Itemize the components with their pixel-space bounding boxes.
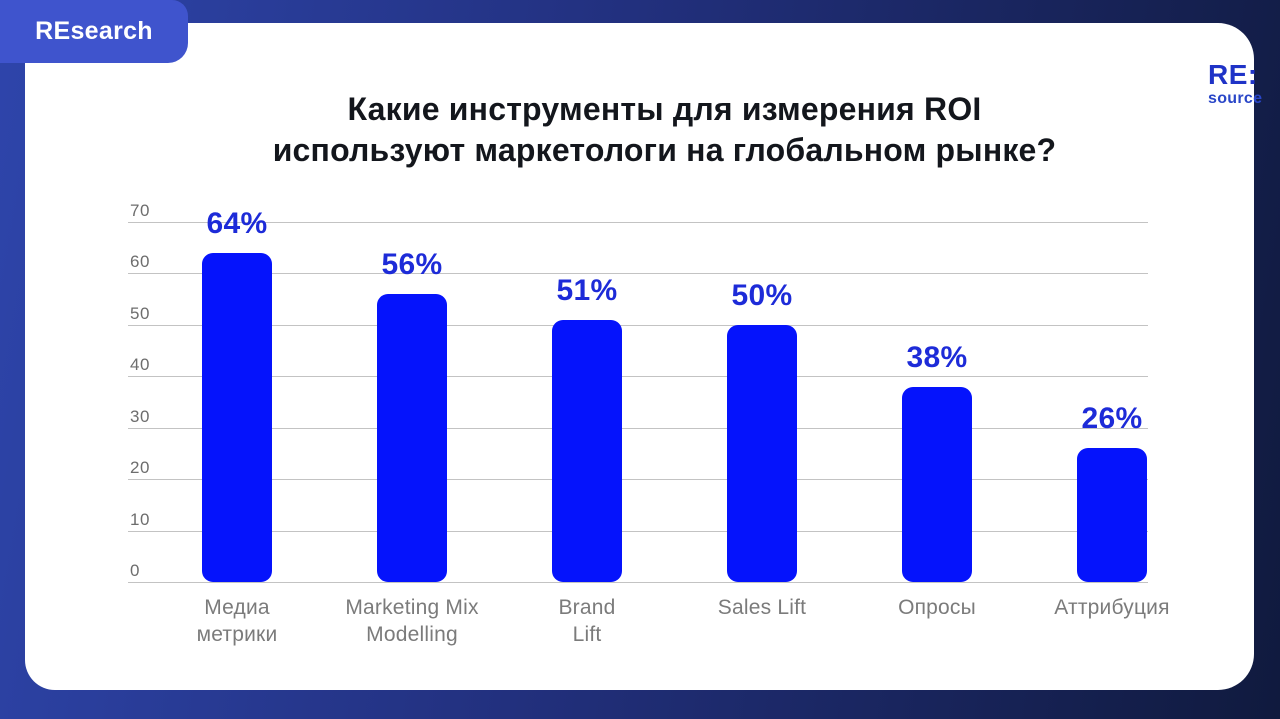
gridline-0: [128, 582, 1148, 583]
category-label-5: Опросы: [898, 596, 976, 619]
gridline-10: [128, 530, 1148, 532]
y-axis-tick-0: 0: [130, 561, 140, 580]
y-axis-tick-50: 50: [130, 303, 150, 323]
bar-value-label-3: 51%: [556, 273, 618, 307]
bar-1: [202, 252, 272, 582]
y-axis-tick-20: 20: [130, 458, 150, 478]
research-badge-label: REsearch: [35, 17, 153, 45]
bar-5: [902, 386, 972, 582]
resource-logo: RE: source: [1208, 61, 1262, 107]
category-label-4: Sales Lift: [717, 596, 807, 619]
research-badge: REsearch: [0, 0, 188, 63]
bar-value-label-1: 64%: [206, 206, 268, 240]
y-axis-tick-10: 10: [130, 509, 150, 529]
gridline-50: [128, 324, 1148, 326]
gridline-70: [128, 222, 1148, 223]
y-axis-tick-60: 60: [130, 252, 150, 272]
gridline-30: [128, 427, 1148, 429]
chart-title: Какие инструменты для измерения ROI испо…: [50, 89, 1279, 171]
bar-4: [727, 324, 797, 582]
bar-value-label-5: 38%: [906, 340, 968, 374]
gridline-20: [128, 479, 1148, 481]
resource-logo-subtext: source: [1208, 90, 1263, 107]
y-axis-tick-70: 70: [130, 201, 150, 220]
bar-2: [377, 294, 447, 582]
bar-6: [1077, 448, 1147, 582]
bar-value-label-4: 50%: [731, 278, 793, 312]
bar-value-label-2: 56%: [381, 248, 443, 281]
gridline-60: [128, 273, 1148, 275]
chart-title-line2: используют маркетологи на глобальном рын…: [272, 132, 1057, 168]
y-axis-tick-40: 40: [130, 355, 150, 375]
bar-3: [552, 319, 622, 582]
bar-value-label-6: 26%: [1081, 402, 1143, 436]
gridline-40: [128, 376, 1148, 378]
resource-logo-wordmark: RE:: [1208, 59, 1258, 90]
y-axis-tick-30: 30: [130, 406, 150, 426]
chart-title-line1: Какие инструменты для измерения ROI: [347, 91, 982, 127]
category-label-6: Аттрибуция: [1054, 596, 1170, 619]
category-label-2: Marketing Mix Modelling: [345, 596, 479, 647]
category-label-1: Медиа метрики: [196, 596, 278, 647]
category-label-3: Brand Lift: [558, 596, 616, 647]
